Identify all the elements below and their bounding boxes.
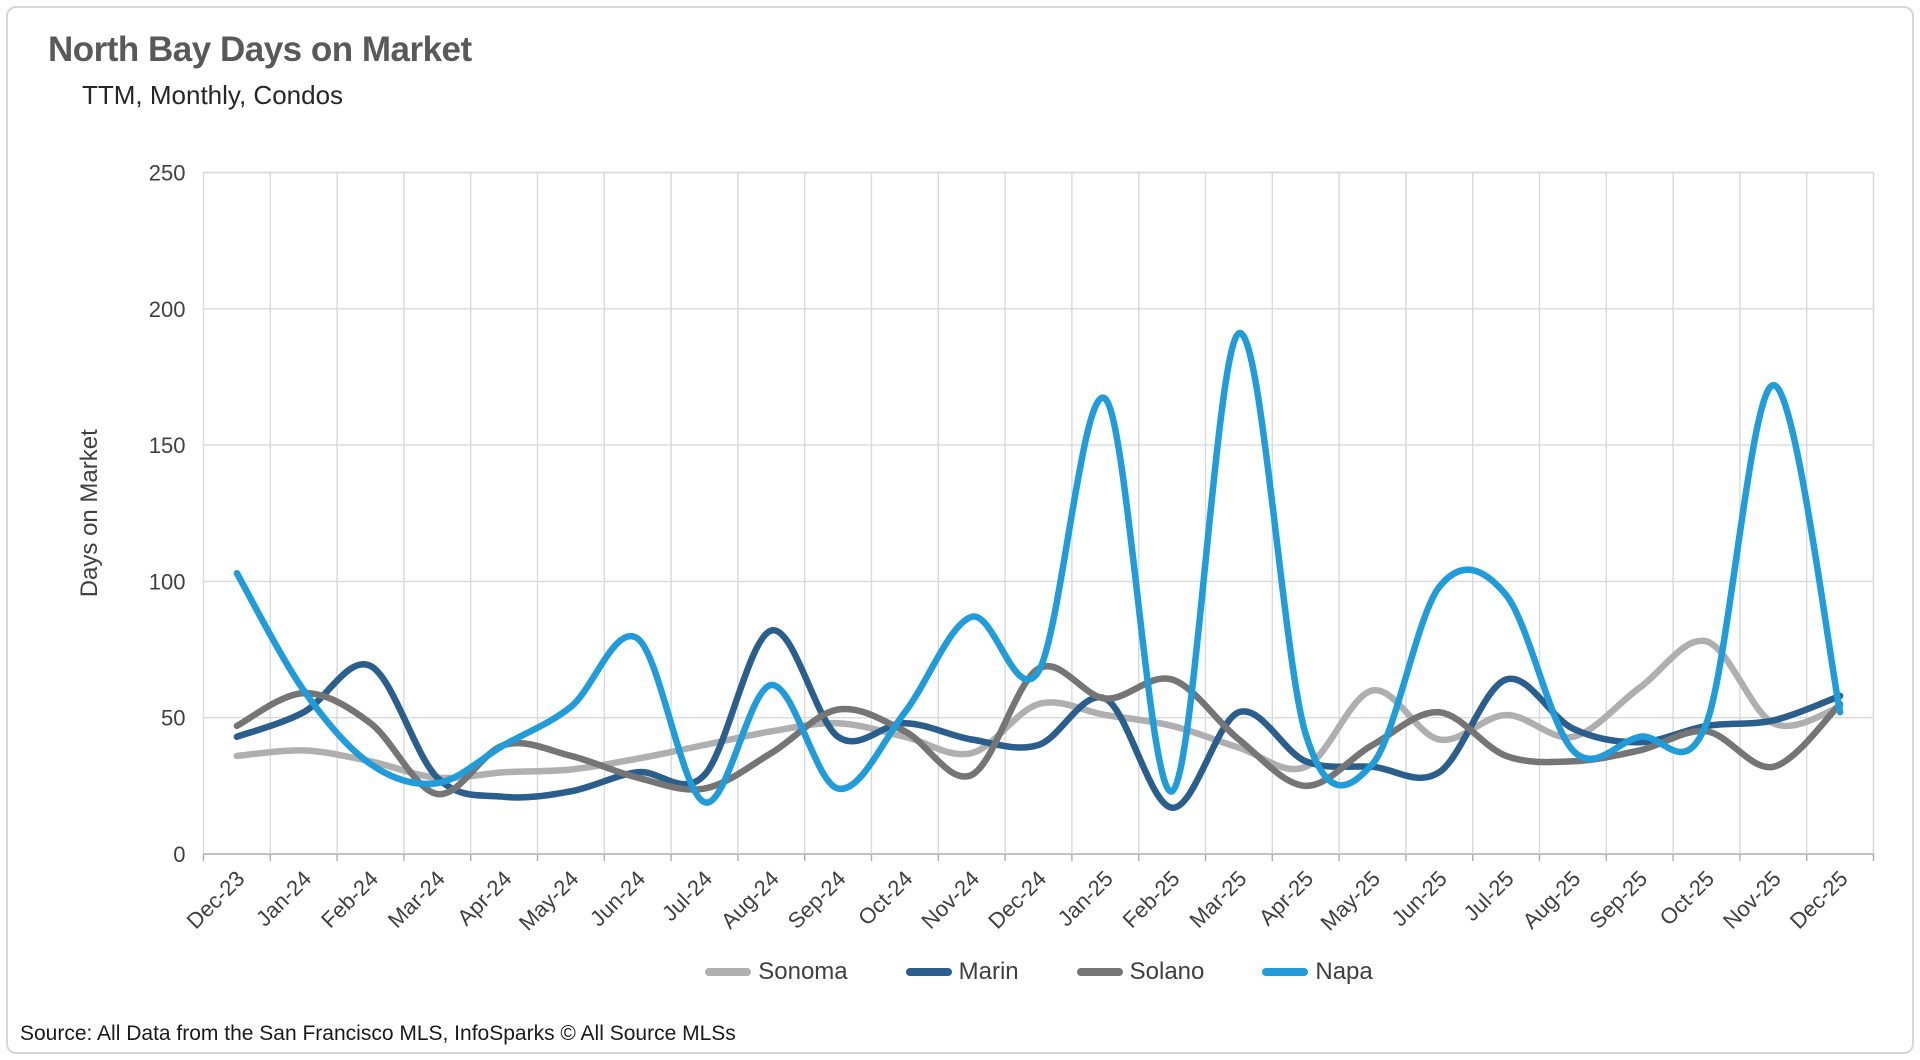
x-tick-label: Aug-24 (716, 866, 784, 934)
x-tick-label: Sep-25 (1584, 866, 1652, 934)
y-tick-label: 150 (149, 433, 186, 458)
x-tick-label: Jul-24 (657, 866, 717, 926)
x-tick-label: Nov-24 (916, 866, 984, 934)
x-tick-label: Mar-24 (383, 866, 450, 933)
x-tick-label: Sep-24 (783, 866, 851, 934)
x-tick-label: Jan-24 (251, 866, 316, 931)
chart-subtitle: TTM, Monthly, Condos (82, 80, 344, 110)
y-axis-title: Days on Market (76, 429, 103, 597)
legend-swatch-solano (1076, 968, 1123, 976)
x-tick-label: May-24 (514, 866, 584, 936)
y-tick-label: 50 (161, 706, 185, 731)
legend-swatch-napa (1262, 968, 1309, 976)
legend-item-sonoma: Sonoma (705, 958, 848, 986)
legend-item-napa: Napa (1262, 958, 1373, 986)
legend-swatch-marin (905, 968, 952, 976)
legend-item-marin: Marin (905, 958, 1019, 986)
y-tick-label: 250 (149, 161, 186, 186)
x-tick-label: Apr-24 (452, 866, 516, 930)
legend-label: Napa (1315, 958, 1373, 985)
x-tick-label: Feb-25 (1118, 866, 1185, 933)
legend-item-solano: Solano (1076, 958, 1205, 986)
x-tick-label: Jun-24 (585, 866, 650, 931)
x-tick-label: May-25 (1315, 866, 1385, 936)
legend-label: Marin (958, 958, 1019, 985)
x-tick-label: Feb-24 (316, 866, 383, 933)
y-tick-label: 0 (173, 842, 185, 867)
legend: Sonoma Marin Solano Napa (204, 958, 1874, 986)
x-tick-label: Jun-25 (1387, 866, 1452, 931)
source-note: Source: All Data from the San Francisco … (20, 1022, 736, 1045)
x-tick-label: Mar-25 (1184, 866, 1251, 933)
legend-label: Sonoma (758, 958, 848, 985)
x-tick-label: Jan-25 (1053, 866, 1118, 931)
x-tick-label: Dec-25 (1785, 866, 1853, 934)
legend-swatch-sonoma (705, 968, 752, 976)
x-tick-label: Dec-24 (983, 866, 1051, 934)
legend-label: Solano (1129, 958, 1205, 985)
x-tick-label: Oct-25 (1655, 866, 1719, 930)
x-tick-label: Dec-23 (182, 866, 250, 934)
series-line-napa (233, 330, 1844, 806)
x-tick-label: Jul-25 (1459, 866, 1519, 926)
series-line-marin (233, 627, 1844, 811)
x-tick-label: Oct-24 (853, 866, 917, 930)
x-tick-label: Apr-25 (1254, 866, 1318, 930)
page-title: North Bay Days on Market (48, 30, 472, 69)
x-tick-label: Nov-25 (1718, 866, 1786, 934)
y-tick-label: 200 (149, 297, 186, 322)
y-tick-label: 100 (149, 569, 186, 594)
x-tick-label: Aug-25 (1518, 866, 1586, 934)
